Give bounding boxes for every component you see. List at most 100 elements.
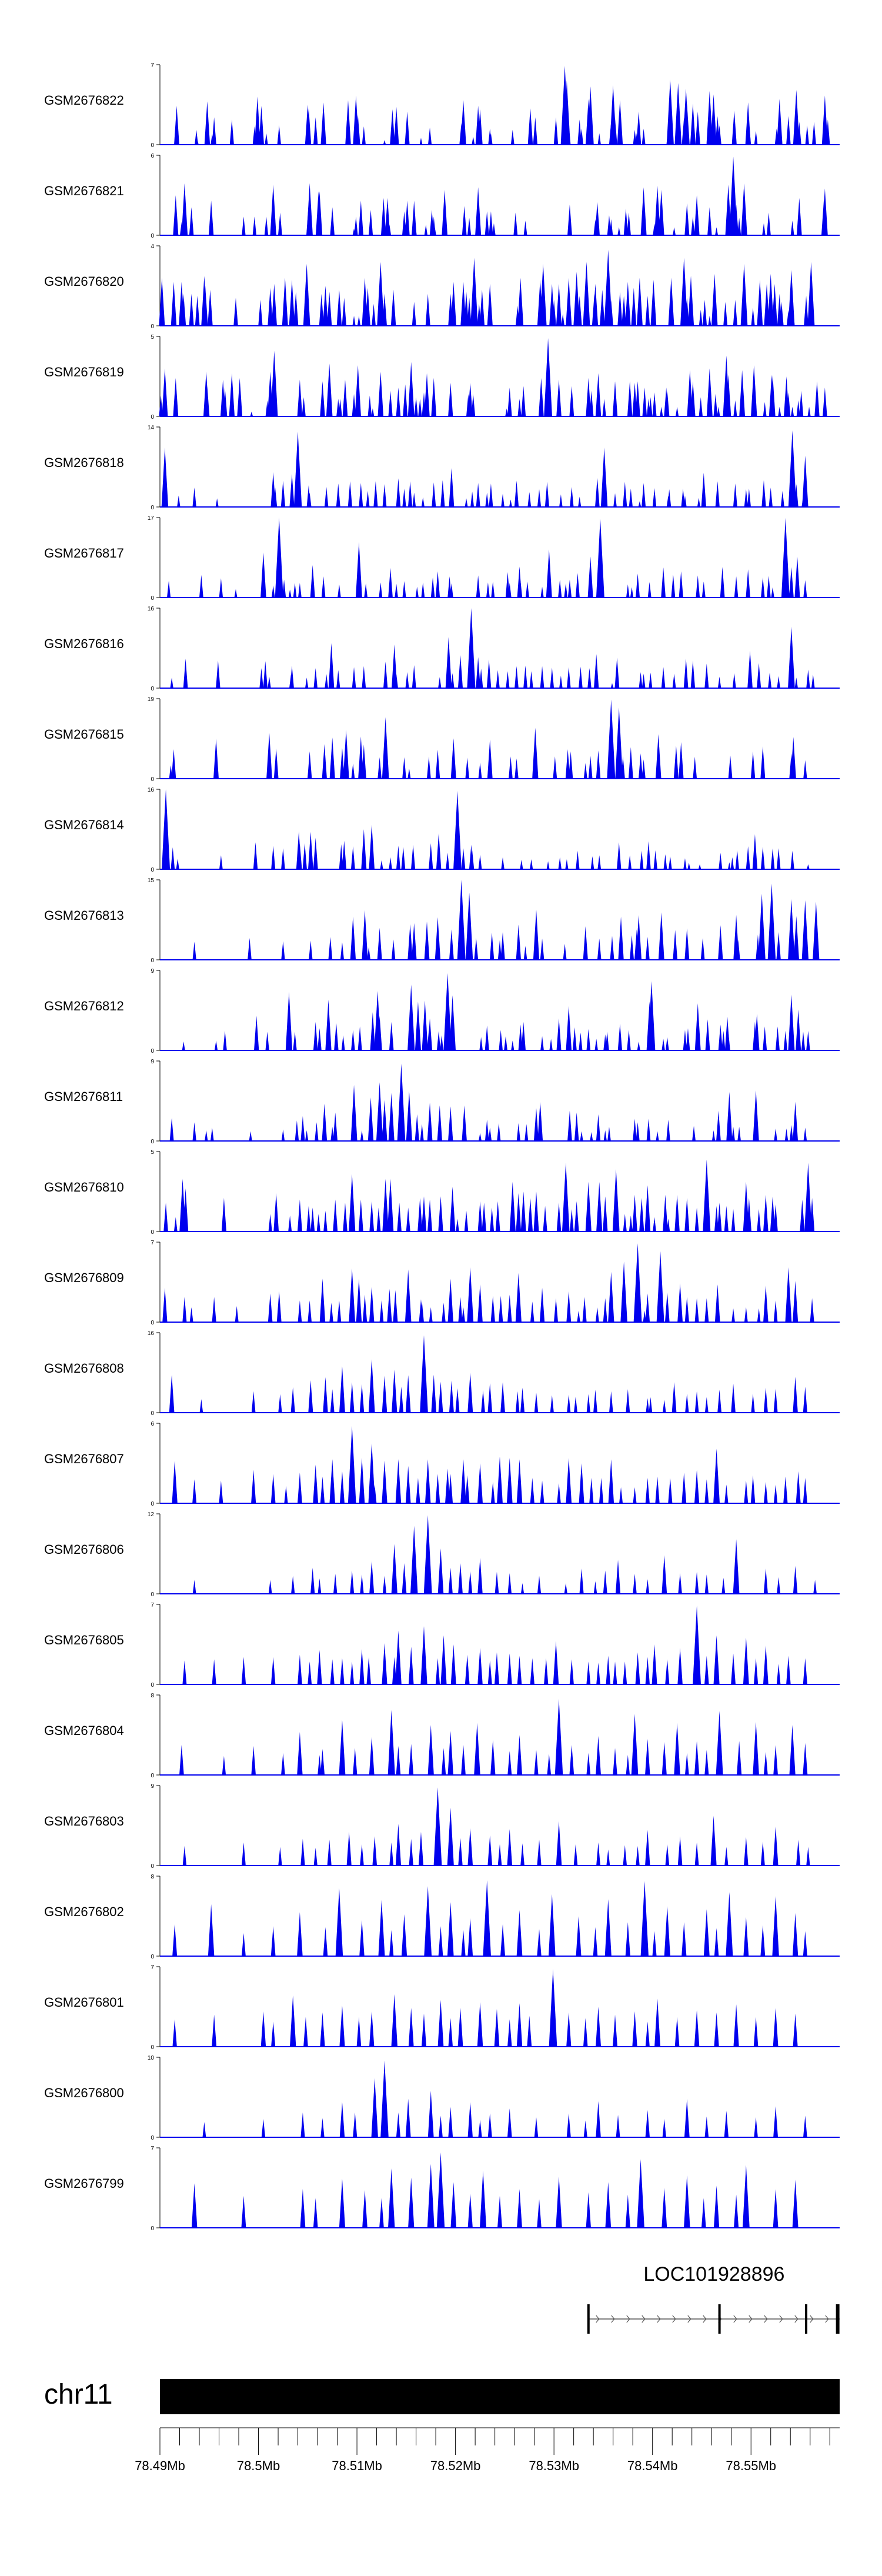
coverage-peak [533,909,540,960]
coverage-peak [556,1203,562,1232]
coverage-peak [182,1041,185,1050]
coverage-peak [708,316,711,326]
coverage-peak [664,1292,670,1322]
coverage-peak [694,2010,700,2047]
coverage-peak [677,1836,683,1866]
coverage-peak [773,2007,779,2047]
coverage-peak [455,1388,460,1413]
strand-arrow [657,2315,661,2323]
coverage-peak [388,568,393,598]
coverage-peak [420,1124,424,1141]
coverage-peak [425,1459,431,1503]
coverage-peak [727,862,731,869]
coverage-peak [770,375,776,416]
coverage-peak [649,397,653,416]
coverage-peak [612,381,618,416]
coverage-peak [623,482,627,507]
coverage-peak [420,1626,427,1684]
coverage-peak [556,283,562,326]
coverage-peak [668,278,674,326]
coverage-peak [328,937,333,960]
coverage-peak [589,1477,594,1503]
coverage-peak [687,862,691,869]
coverage-peak [609,1391,613,1413]
coverage-peak [380,198,386,235]
coverage-peak [799,391,804,416]
coverage-peak [167,580,171,598]
coverage-peak [733,483,737,507]
coverage-peak [763,1285,769,1322]
coverage-peak [575,573,580,598]
coverage-peak [617,100,623,145]
coverage-peak [793,1387,798,1413]
coverage-peak [694,1298,699,1322]
coverage-peak [697,498,700,507]
coverage-peak [741,183,747,235]
track-GSM2676821: GSM2676821 6 0 [44,153,840,239]
y-max-tick-label: 10 [148,2055,155,2061]
coverage-peak [750,751,756,779]
coverage-peak [672,673,676,688]
coverage-peak [424,921,430,960]
coverage-peak [553,117,559,145]
coverage-peak [789,567,794,598]
coverage-peak [215,498,219,507]
coverage-peak [477,1284,483,1322]
coverage-peak [596,2007,602,2047]
coverage-peak [342,298,347,326]
coverage-peak [806,1030,810,1050]
coverage-peak [173,195,179,235]
coverage-peak [597,938,602,960]
track-GSM2676804: GSM2676804 8 0 [44,1693,840,1779]
coverage-peak [789,1725,796,1775]
coverage-peak [376,1207,381,1232]
coverage-peak [721,1030,726,1050]
coverage-peak [744,1307,748,1322]
coverage-peak [429,1307,433,1322]
coverage-peak [222,388,228,416]
coverage-peak [425,293,430,326]
coverage-peak [346,1831,352,1866]
track-label: GSM2676821 [44,183,124,198]
coverage-peak [731,1209,736,1232]
coverage-peak [684,2175,690,2228]
coverage-peak [504,1036,507,1050]
chromosome-ideogram: chr11 [44,2379,840,2414]
coverage-peak [684,1753,689,1775]
coverage-peak [681,1472,687,1503]
coverage-peak [516,1123,520,1141]
coverage-peak [415,1114,419,1141]
coverage-peak [422,1000,428,1050]
coverage-peak [703,1909,710,1956]
coverage-peak [726,1032,730,1050]
coverage-peak [633,1574,637,1594]
coverage-peak [438,1926,443,1956]
coverage-peak [324,487,329,507]
coverage-peak [645,296,650,326]
coverage-peak [537,489,542,507]
coverage-peak [707,207,712,235]
coverage-peak [477,1647,483,1684]
coverage-peak [595,1307,599,1322]
coverage-peak [445,637,452,688]
coverage-peak [402,581,406,598]
y-min-tick-label: 0 [151,2135,154,2141]
coverage-peak [395,674,398,688]
coverage-peak [362,1294,368,1322]
coverage-peak [492,223,496,235]
coverage-area [173,156,828,235]
coverage-peak [339,2102,345,2137]
coverage-peak [715,227,719,235]
coverage-peak [507,1573,512,1594]
coverage-peak [340,748,345,779]
coverage-peak [513,212,518,235]
coverage-peak [766,212,771,235]
coverage-peak [711,1130,716,1141]
coverage-peak [810,1298,814,1322]
coverage-peak [583,262,590,326]
coverage-peak [509,1182,516,1232]
coverage-peak [208,289,213,326]
coverage-peak [633,129,637,145]
coverage-peak [679,571,683,598]
coverage-peak [405,1466,411,1503]
